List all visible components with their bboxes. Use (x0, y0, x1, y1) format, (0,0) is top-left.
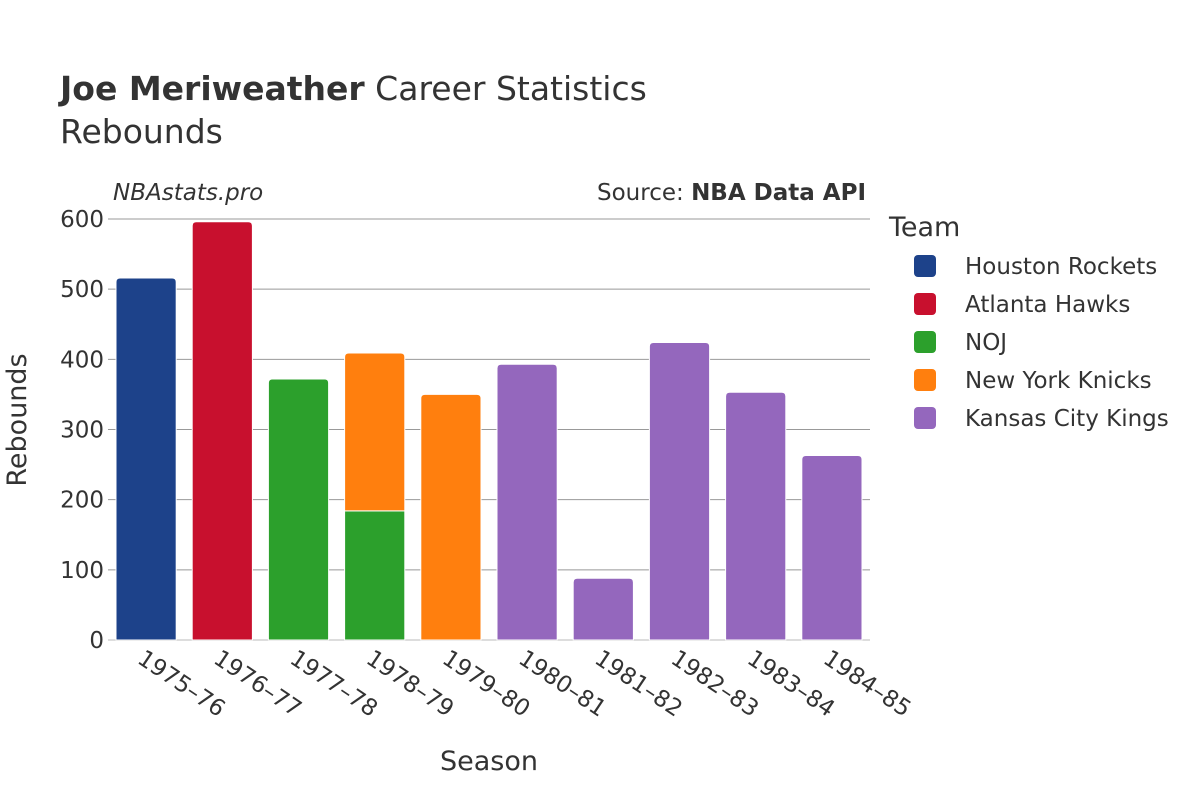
y-tick-label: 400 (60, 347, 104, 373)
bar-segment[interactable] (344, 352, 406, 512)
x-axis-title: Season (440, 746, 538, 777)
y-tick-label: 300 (60, 418, 104, 444)
bar-segment[interactable] (191, 221, 253, 641)
y-tick-label: 0 (89, 628, 104, 654)
legend-item[interactable]: Houston Rockets (914, 254, 1157, 280)
legend-label: Houston Rockets (965, 254, 1157, 280)
y-tick-label: 600 (60, 207, 104, 233)
legend: Houston Rockets Atlanta Hawks NOJ New York … (914, 254, 1169, 432)
y-tick-label: 100 (60, 558, 104, 584)
watermark: NBAstats.pro (113, 180, 263, 206)
x-tick-labels: 1975–761976–771977–781978–791979–801980–… (133, 645, 916, 722)
bar-segment[interactable] (801, 454, 863, 641)
bar-segment[interactable] (572, 577, 634, 641)
legend-item[interactable]: Atlanta Hawks (914, 292, 1130, 318)
x-tick-label: 1984–85 (819, 645, 916, 722)
bars (115, 221, 863, 641)
legend-swatch (914, 331, 936, 353)
bar-segment[interactable] (496, 363, 558, 641)
chart-title-name: Joe Meriweather (58, 69, 365, 108)
chart-title-rest: Career Statistics (365, 69, 647, 108)
legend-swatch (914, 293, 936, 315)
bar-segment[interactable] (115, 277, 177, 641)
bar-segment[interactable] (648, 341, 711, 641)
y-axis-title: Rebounds (2, 353, 33, 486)
legend-title: Team (888, 212, 960, 243)
y-tick-label: 200 (60, 488, 104, 514)
bar-segment[interactable] (420, 393, 482, 641)
chart-title: Joe Meriweather Career Statistics (58, 69, 647, 108)
y-tick-labels: 0 100 200 300 400 500 600 (60, 207, 104, 654)
legend-swatch (914, 407, 936, 429)
legend-label: Atlanta Hawks (965, 292, 1130, 318)
legend-label: NOJ (965, 330, 1007, 356)
legend-swatch (914, 255, 936, 277)
legend-item[interactable]: NOJ (914, 330, 1007, 356)
source-text: Source: NBA Data API (597, 180, 866, 206)
legend-label: Kansas City Kings (965, 406, 1169, 432)
legend-swatch (914, 369, 936, 391)
source-prefix: Source: (597, 180, 691, 206)
source-name: NBA Data API (691, 180, 866, 206)
bar-segment[interactable] (267, 378, 330, 641)
legend-item[interactable]: Kansas City Kings (914, 406, 1169, 432)
legend-item[interactable]: New York Knicks (914, 368, 1152, 394)
y-tick-label: 500 (60, 277, 104, 303)
legend-label: New York Knicks (965, 368, 1152, 394)
bar-segment[interactable] (725, 391, 787, 641)
bar-segment[interactable] (344, 510, 406, 641)
chart-subtitle: Rebounds (60, 112, 223, 151)
